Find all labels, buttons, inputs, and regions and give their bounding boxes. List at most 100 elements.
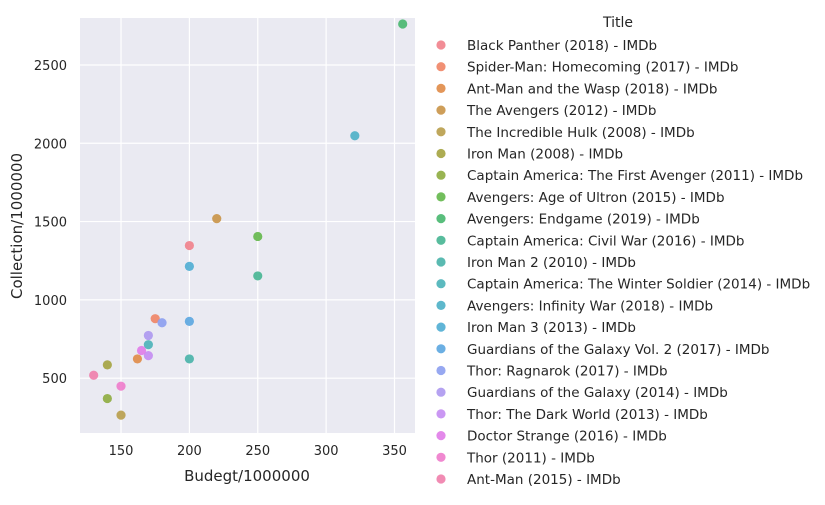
legend-label: Captain America: The Winter Soldier (201… [467,277,810,293]
legend-marker [436,170,446,180]
legend-item: Ant-Man and the Wasp (2018) - IMDb [436,81,717,97]
legend-label: The Avengers (2012) - IMDb [466,103,656,119]
legend-marker [436,387,446,397]
data-point [136,345,147,356]
data-point [253,231,263,242]
data-point [102,360,112,370]
x-tick-label: 300 [314,444,339,459]
grid-lines [80,18,415,433]
y-tick-label: 1000 [34,294,67,309]
legend-marker [436,214,446,224]
legend-label: Guardians of the Galaxy Vol. 2 (2017) - … [467,342,769,358]
legend-item: Avengers: Age of Ultron (2015) - IMDb [436,190,725,206]
legend: Title Black Panther (2018) - IMDb Spider-… [436,15,810,488]
legend-label: Iron Man (2008) - IMDb [467,147,623,163]
legend-marker [436,40,446,50]
data-point [184,261,194,271]
legend-label: Black Panther (2018) - IMDb [467,38,657,54]
legend-marker [436,62,446,72]
legend-label: Ant-Man and the Wasp (2018) - IMDb [467,81,717,97]
legend-item: Ant-Man (2015) - IMDb [436,472,621,488]
legend-item: Avengers: Infinity War (2018) - IMDb [436,298,713,314]
data-point [184,316,194,326]
data-point [89,370,99,380]
legend-marker [436,474,446,484]
legend-item: Thor: The Dark World (2013) - IMDb [436,407,708,423]
legend-item: The Incredible Hulk (2008) - IMDb [436,125,695,141]
legend-item: The Avengers (2012) - IMDb [436,103,656,119]
data-point [132,354,143,364]
legend-marker [436,452,446,462]
x-tick-label: 150 [109,444,134,459]
legend-marker [436,300,446,310]
legend-label: Thor: The Dark World (2013) - IMDb [466,407,708,423]
legend-marker [436,148,446,159]
x-tick-label: 250 [245,444,270,459]
data-point [116,410,126,420]
legend-marker [436,235,446,245]
x-tick-label: 350 [382,444,407,459]
legend-item: Thor: Ragnarok (2017) - IMDb [436,364,668,380]
x-tick-labels: 150 200 250 300 350 [109,444,407,459]
legend-marker [436,257,446,267]
legend-label: Guardians of the Galaxy (2014) - IMDb [467,385,728,401]
plot-background [80,18,415,433]
y-tick-label: 2500 [34,59,67,74]
legend-marker [436,344,446,354]
legend-label: Avengers: Endgame (2019) - IMDb [467,212,700,228]
legend-item: Guardians of the Galaxy Vol. 2 (2017) - … [436,342,769,358]
legend-item: Black Panther (2018) - IMDb [436,38,657,54]
data-point [253,271,263,281]
legend-marker [436,365,446,376]
y-axis-label: Collection/1000000 [8,153,26,299]
legend-marker [436,127,446,137]
legend-marker [436,431,446,441]
legend-item: Captain America: The Winter Soldier (201… [436,277,810,293]
data-point [143,340,153,350]
legend-item: Captain America: The First Avenger (2011… [436,168,803,184]
legend-items: Black Panther (2018) - IMDb Spider-Man: H… [436,38,810,488]
data-points [89,19,408,420]
data-point [184,354,194,364]
legend-marker [436,279,446,289]
legend-item: Thor (2011) - IMDb [436,450,595,466]
data-point [350,131,360,141]
legend-item: Iron Man 2 (2010) - IMDb [436,255,636,271]
data-point [184,240,194,251]
x-axis-label: Budegt/1000000 [184,467,310,485]
data-point [150,314,160,324]
legend-label: Doctor Strange (2016) - IMDb [467,429,667,445]
legend-marker [436,105,446,115]
legend-marker [436,83,446,93]
legend-label: Ant-Man (2015) - IMDb [467,472,621,488]
legend-label: Iron Man 2 (2010) - IMDb [467,255,636,271]
data-point [102,393,112,404]
legend-item: Avengers: Endgame (2019) - IMDb [436,212,700,228]
data-point [143,330,153,341]
y-tick-label: 2000 [34,137,67,152]
legend-item: Iron Man (2008) - IMDb [436,147,623,163]
legend-label: Avengers: Infinity War (2018) - IMDb [467,298,713,314]
legend-item: Guardians of the Galaxy (2014) - IMDb [436,385,728,401]
data-point [398,19,408,29]
legend-title: Title [602,15,633,31]
legend-label: Avengers: Age of Ultron (2015) - IMDb [467,190,725,206]
legend-item: Iron Man 3 (2013) - IMDb [436,320,636,336]
legend-label: Spider-Man: Homecoming (2017) - IMDb [467,60,738,76]
data-point [143,351,153,361]
legend-marker [436,192,446,202]
legend-label: Captain America: Civil War (2016) - IMDb [467,233,744,249]
y-tick-label: 500 [42,372,67,387]
data-point [157,318,167,328]
data-point [116,381,126,391]
legend-marker [436,322,446,332]
legend-marker [436,409,446,419]
legend-label: Thor: Ragnarok (2017) - IMDb [466,364,668,380]
legend-label: Thor (2011) - IMDb [466,450,595,466]
legend-label: The Incredible Hulk (2008) - IMDb [466,125,695,141]
legend-label: Iron Man 3 (2013) - IMDb [467,320,636,336]
x-tick-label: 200 [177,444,202,459]
data-point [212,214,222,224]
